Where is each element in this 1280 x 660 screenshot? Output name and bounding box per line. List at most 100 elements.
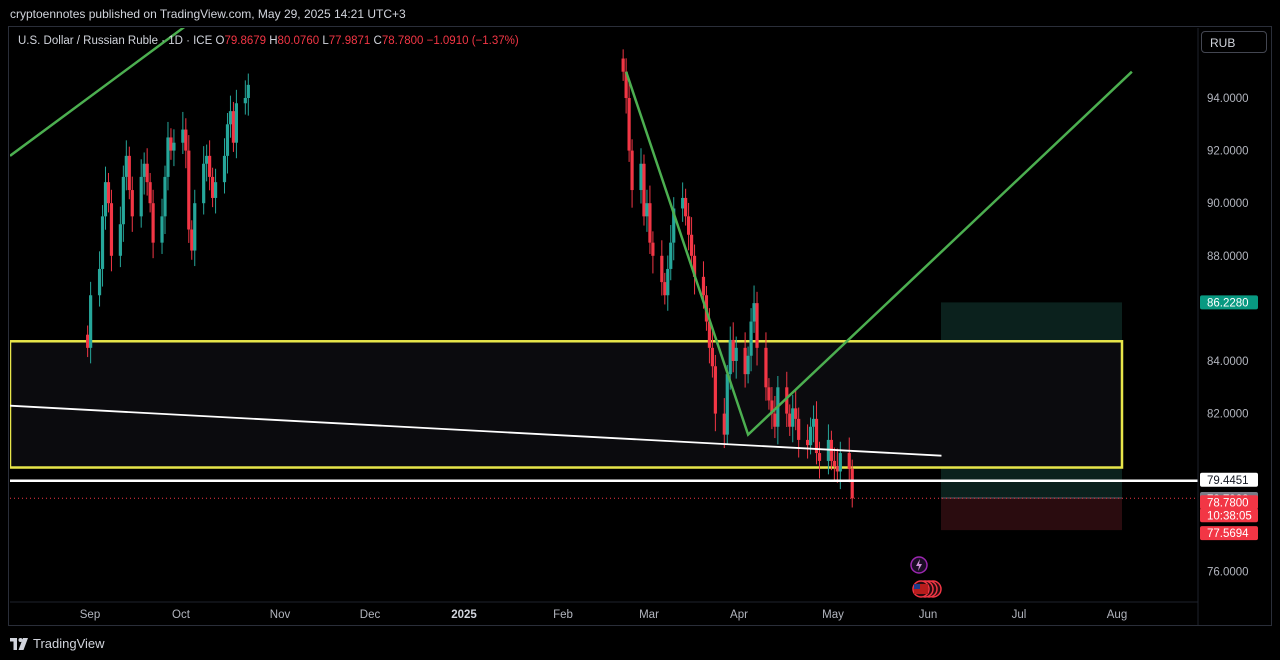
y-tick-label: 90.0000 (1207, 198, 1249, 210)
candle-body (710, 347, 714, 367)
high-value: 80.0760 (277, 35, 320, 47)
candle-body (639, 163, 643, 191)
x-tick-label: Sep (80, 609, 100, 621)
tradingview-logo-icon (10, 637, 28, 650)
candle-body (734, 347, 738, 361)
candle-body (731, 339, 735, 361)
candle-body (118, 224, 122, 256)
candle-body (847, 453, 851, 469)
candle-body (193, 203, 197, 251)
candle-body (645, 203, 649, 217)
price-badge-label: 77.5694 (1207, 528, 1249, 540)
candle-body (89, 295, 93, 348)
x-tick-label: Nov (270, 609, 291, 621)
candle-body (103, 182, 108, 217)
price-badge-stop (1200, 526, 1258, 541)
candle-body (127, 155, 131, 191)
candle-body (166, 137, 170, 177)
candle-body (205, 155, 209, 164)
open-value: 79.8679 (224, 35, 267, 47)
close-value: 78.7800 (381, 35, 424, 47)
candle-body (832, 460, 836, 467)
candle-body (764, 347, 768, 388)
candle-body (243, 98, 247, 104)
candle-body (148, 182, 152, 204)
x-tick-label: Oct (172, 609, 191, 621)
candle-body (211, 176, 215, 198)
y-tick-label: 94.0000 (1207, 93, 1249, 105)
candle-body (160, 216, 164, 243)
footer-brand[interactable]: TradingView (10, 636, 105, 651)
candle-body (850, 468, 854, 499)
candle-body (728, 339, 732, 375)
x-tick-label: Aug (1107, 609, 1127, 621)
candle-body (794, 408, 798, 419)
candle-body (681, 197, 685, 209)
y-tick-label: 92.0000 (1207, 146, 1249, 158)
candle-body (663, 282, 667, 296)
candle-body (231, 111, 236, 143)
candle-body (651, 242, 655, 256)
candle-body (109, 203, 114, 256)
candle-body (684, 197, 688, 217)
candle-body (208, 155, 212, 177)
candle-body (692, 255, 697, 277)
candle-body (642, 163, 646, 217)
candle-body (187, 150, 191, 230)
green-trendline (624, 70, 1133, 437)
candle-body (627, 98, 631, 151)
x-tick-label: Jun (919, 609, 938, 621)
low-value: 77.9871 (328, 35, 371, 47)
candle-body (145, 163, 149, 183)
candle-body (770, 400, 774, 414)
support-resistance-zone (10, 340, 1124, 469)
x-tick-label: Dec (360, 609, 381, 621)
candle-body (666, 268, 670, 296)
candle-body (121, 176, 125, 225)
price-badge-label: 10:38:05 (1207, 510, 1252, 522)
position-stop-zone (941, 497, 1122, 531)
candle-body (814, 418, 819, 454)
candle-body (246, 84, 250, 98)
y-tick-label: 84.0000 (1207, 356, 1249, 368)
candle-body (225, 124, 230, 156)
symbol-legend: U.S. Dollar / Russian Ruble · 1D · ICE O… (18, 35, 519, 47)
candle-body (701, 276, 706, 296)
candle-body (672, 208, 676, 243)
candle-body (817, 453, 822, 461)
candle-body (755, 303, 759, 348)
price-badge-line (1200, 472, 1258, 487)
candle-body (746, 355, 750, 375)
candle-body (687, 216, 691, 235)
candle-body (106, 182, 111, 204)
price-badge-label: 79.4451 (1207, 475, 1249, 487)
y-tick-label: 88.0000 (1207, 251, 1249, 263)
candle-body (234, 103, 238, 143)
candle-body (151, 203, 155, 243)
price-badge-last (1200, 495, 1258, 510)
candle-body (788, 413, 792, 427)
symbol-name: U.S. Dollar / Russian Ruble · 1D · ICE (18, 35, 213, 47)
us-flag-icon (914, 584, 928, 594)
candle-body (835, 466, 839, 472)
candle-body (811, 418, 816, 427)
open-label: O (215, 35, 225, 47)
candle-body (630, 150, 634, 191)
candle-body (725, 374, 729, 435)
candle-body (100, 216, 105, 269)
lightning-bolt-icon (916, 559, 922, 571)
candle-body (97, 268, 102, 296)
publish-caption: cryptoennotes published on TradingView.c… (10, 7, 406, 21)
candle-body (624, 71, 628, 98)
us-flag-canton-icon (914, 584, 920, 589)
x-tick-label: 2025 (451, 609, 477, 621)
chart-pane[interactable]: 94.0000 92.0000 90.0000 88.0000 84.0000 82.00… (8, 26, 1272, 626)
candle-body (169, 137, 173, 151)
price-chart[interactable]: 94.0000 92.0000 90.0000 88.0000 84.0000 82.00… (9, 27, 1271, 625)
price-badge-label: 86.2280 (1207, 297, 1249, 309)
close-label: C (373, 35, 382, 47)
y-tick-label: 82.0000 (1207, 409, 1249, 421)
y-tick-label: 76.0000 (1207, 566, 1249, 578)
candle-body (621, 58, 625, 72)
currency-button[interactable]: RUB (1201, 31, 1267, 53)
